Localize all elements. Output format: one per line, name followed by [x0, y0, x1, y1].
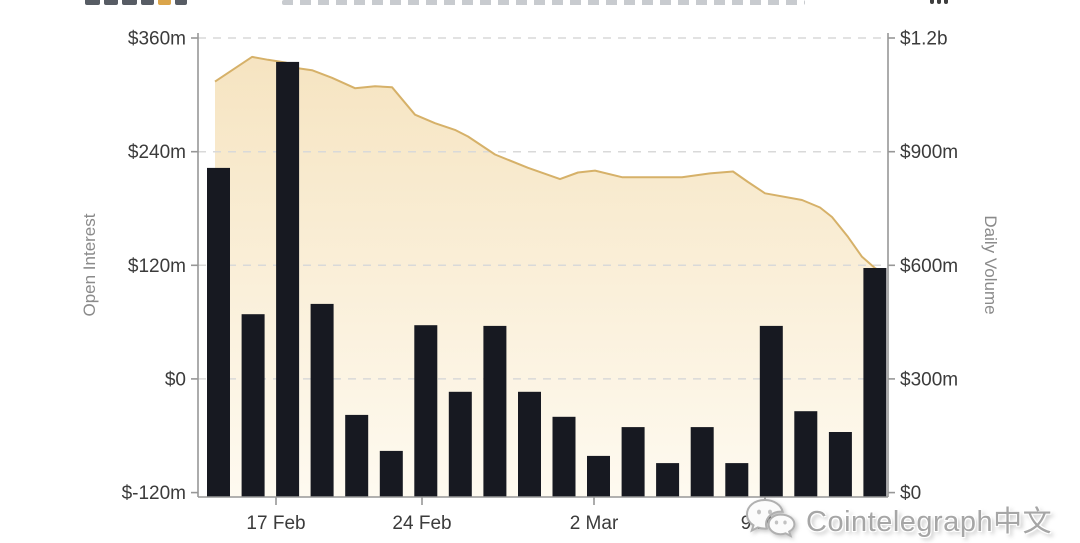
axis-tick-label: $0 — [165, 369, 186, 390]
open-interest-line — [214, 55, 885, 274]
volume-bar — [794, 411, 818, 497]
volume-bar — [276, 61, 300, 498]
volume-bar — [518, 391, 541, 497]
axis-tick-label: 24 Feb — [392, 513, 451, 534]
volume-bar — [863, 268, 887, 497]
volume-bar — [241, 314, 265, 497]
volume-bar — [310, 303, 334, 497]
axis-tick-label: $900m — [900, 142, 958, 163]
truncated-logo-fragment — [85, 0, 100, 5]
volume-bar — [448, 391, 472, 497]
volume-bar — [379, 450, 403, 497]
truncated-logo-fragment — [122, 0, 137, 5]
axis-tick-label: 17 Feb — [246, 513, 305, 534]
volume-bar — [690, 427, 714, 497]
truncated-title-fragment — [282, 0, 805, 5]
volume-bar — [828, 432, 852, 497]
axis-tick-label: $0 — [900, 483, 921, 504]
volume-bar — [725, 463, 749, 497]
truncated-logo-fragment — [104, 0, 118, 5]
truncated-logo-fragment — [141, 0, 154, 5]
volume-bar — [414, 325, 438, 497]
axis-tick-label: $-120m — [122, 483, 186, 504]
truncated-logo-fragment — [158, 0, 171, 5]
watermark: Cointelegraph中文 — [744, 497, 1052, 541]
wechat-icon — [745, 498, 796, 538]
volume-bar — [656, 463, 680, 497]
axis-tick-label: 2 Mar — [570, 513, 619, 534]
volume-bar — [207, 167, 230, 497]
axis-tick-label: $360m — [128, 29, 186, 50]
volume-bar — [759, 325, 783, 497]
volume-bar — [483, 325, 507, 497]
axis-tick-label: $300m — [900, 369, 958, 390]
open-interest-area — [215, 56, 884, 497]
axis-tick-label: $600m — [900, 256, 958, 277]
axis-tick-label: $1.2b — [900, 29, 948, 50]
axis-tick-label: $240m — [128, 142, 186, 163]
cropped-header — [0, 0, 1080, 10]
truncated-menu-icon — [930, 0, 948, 4]
volume-bar — [621, 427, 645, 497]
axis-tick-label: $120m — [128, 256, 186, 277]
watermark-text: Cointelegraph中文 — [806, 506, 1053, 538]
volume-bar — [345, 414, 369, 497]
right-axis-title: Daily Volume — [981, 215, 1000, 314]
truncated-logo-fragment — [175, 0, 187, 5]
volume-bar — [587, 455, 610, 497]
volume-bar — [552, 416, 576, 497]
left-axis-title: Open Interest — [80, 213, 99, 316]
